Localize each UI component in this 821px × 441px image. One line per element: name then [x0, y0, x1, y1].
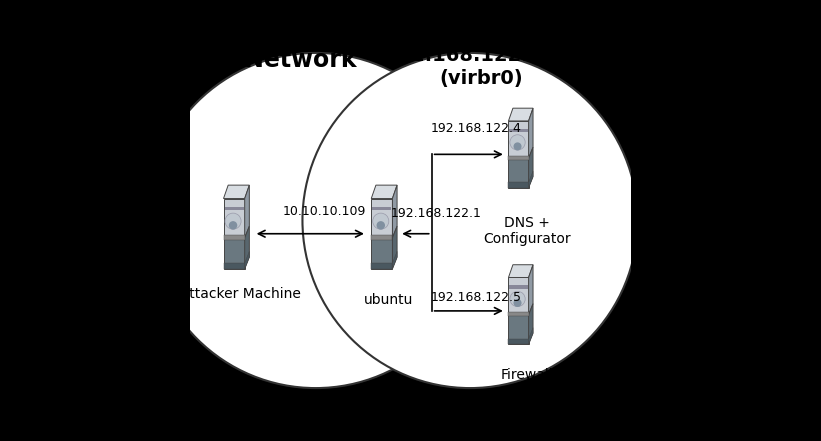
- Polygon shape: [392, 251, 397, 269]
- Polygon shape: [508, 182, 529, 188]
- Polygon shape: [223, 235, 245, 239]
- Polygon shape: [529, 265, 533, 315]
- Polygon shape: [508, 277, 529, 315]
- Circle shape: [513, 299, 521, 307]
- Polygon shape: [245, 226, 250, 269]
- Polygon shape: [508, 265, 533, 277]
- Circle shape: [510, 292, 525, 306]
- Polygon shape: [529, 304, 533, 344]
- Polygon shape: [529, 108, 533, 158]
- Polygon shape: [245, 185, 250, 238]
- Polygon shape: [392, 185, 397, 238]
- Polygon shape: [223, 185, 250, 198]
- Text: ubuntu: ubuntu: [364, 293, 413, 307]
- Circle shape: [229, 221, 237, 230]
- Text: Firewall: Firewall: [501, 368, 553, 382]
- Polygon shape: [508, 121, 529, 158]
- Polygon shape: [529, 147, 533, 188]
- Circle shape: [373, 213, 389, 229]
- Polygon shape: [371, 185, 397, 198]
- Text: DNS +
Configurator: DNS + Configurator: [484, 216, 571, 246]
- Text: Attacker Machine: Attacker Machine: [181, 287, 301, 301]
- Text: 192.168.122.5: 192.168.122.5: [430, 292, 521, 304]
- Polygon shape: [508, 313, 529, 317]
- Polygon shape: [508, 156, 529, 160]
- Text: Vault Network
192.168.122.0/24
(virbr0): Vault Network 192.168.122.0/24 (virbr0): [385, 22, 577, 88]
- Polygon shape: [529, 171, 533, 188]
- Text: HTB Network: HTB Network: [182, 48, 356, 71]
- Circle shape: [513, 142, 521, 150]
- Polygon shape: [508, 108, 533, 121]
- Polygon shape: [371, 235, 392, 239]
- Polygon shape: [225, 207, 244, 210]
- Polygon shape: [371, 263, 392, 269]
- Polygon shape: [372, 207, 392, 210]
- Polygon shape: [508, 315, 529, 344]
- Polygon shape: [245, 251, 250, 269]
- Circle shape: [377, 221, 385, 230]
- Circle shape: [148, 53, 484, 388]
- Text: 192.168.122.4: 192.168.122.4: [430, 122, 521, 135]
- Polygon shape: [371, 198, 392, 238]
- Polygon shape: [529, 328, 533, 344]
- Polygon shape: [510, 129, 528, 132]
- Circle shape: [225, 213, 241, 229]
- Polygon shape: [223, 263, 245, 269]
- Text: 192.168.122.1: 192.168.122.1: [391, 207, 482, 220]
- Polygon shape: [508, 158, 529, 188]
- Circle shape: [510, 135, 525, 150]
- Text: 10.10.10.109: 10.10.10.109: [282, 206, 366, 218]
- Polygon shape: [508, 339, 529, 344]
- Polygon shape: [371, 238, 392, 269]
- Circle shape: [302, 53, 638, 388]
- Polygon shape: [392, 226, 397, 269]
- Polygon shape: [223, 198, 245, 238]
- Polygon shape: [223, 238, 245, 269]
- Polygon shape: [510, 285, 528, 288]
